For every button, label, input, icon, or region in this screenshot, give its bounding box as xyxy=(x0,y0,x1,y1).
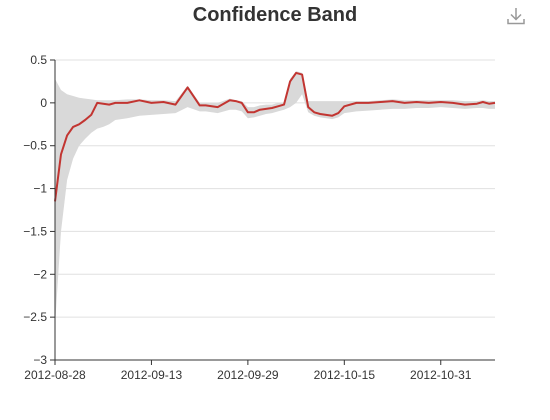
value-line xyxy=(54,71,496,202)
y-tick-label: −2.5 xyxy=(23,310,47,324)
x-tick-label: 2012-09-13 xyxy=(121,368,183,382)
y-tick-label: −1.5 xyxy=(23,224,47,238)
chart-title: Confidence Band xyxy=(192,4,358,26)
confidence-band-area xyxy=(55,71,495,326)
download-icon xyxy=(507,8,525,25)
y-tick-label: 0 xyxy=(40,96,47,110)
x-tick-label: 2012-10-15 xyxy=(314,368,376,382)
x-tick-label: 2012-08-28 xyxy=(24,368,86,382)
y-tick-label: 0.5 xyxy=(30,53,47,67)
y-tick-label: −1 xyxy=(33,182,47,196)
x-tick-label: 2012-09-29 xyxy=(217,368,279,382)
download-button[interactable] xyxy=(505,5,527,27)
y-tick-label: −3 xyxy=(33,353,47,367)
axes xyxy=(50,59,495,365)
x-tick-label: 2012-10-31 xyxy=(410,368,472,382)
y-tick-label: −0.5 xyxy=(23,139,47,153)
y-tick-label: −2 xyxy=(33,267,47,281)
